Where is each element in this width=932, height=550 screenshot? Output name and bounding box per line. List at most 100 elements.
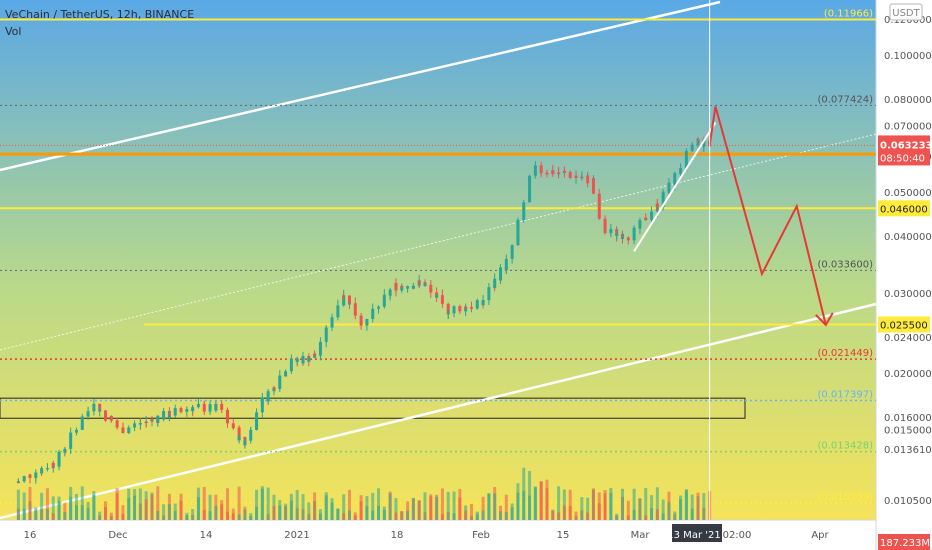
current-price-value: 0.063233 xyxy=(880,140,932,151)
candle-body xyxy=(156,415,160,423)
candle-body xyxy=(632,227,636,233)
candle-body xyxy=(237,437,241,441)
candle-body xyxy=(661,191,665,203)
volume-bar xyxy=(138,488,142,520)
candle-body xyxy=(208,404,212,411)
candle-body xyxy=(475,300,479,304)
volume-bar xyxy=(545,488,549,520)
volume-bar xyxy=(609,492,613,520)
candle-body xyxy=(586,175,590,184)
candle-body xyxy=(487,294,491,301)
volume-bar xyxy=(167,504,171,520)
volume-bar xyxy=(446,491,450,520)
time-tick-3: 2021 xyxy=(284,530,309,541)
candle-body xyxy=(655,203,659,207)
candle-body xyxy=(440,298,444,304)
candle-body xyxy=(382,297,386,307)
volume-bar xyxy=(324,492,328,520)
candle-body xyxy=(336,305,340,310)
volume-bar xyxy=(156,486,160,520)
volume-bar xyxy=(586,512,590,520)
volume-bar xyxy=(162,504,166,520)
candle-body xyxy=(580,176,584,178)
candle-body xyxy=(621,237,624,239)
volume-bar xyxy=(249,515,253,520)
volume-bar xyxy=(481,510,485,520)
candle-body xyxy=(173,409,177,416)
volume-tag xyxy=(878,534,930,550)
volume-bar xyxy=(237,514,241,520)
candle-body xyxy=(382,294,386,298)
candle-body xyxy=(446,313,450,315)
volume-bar xyxy=(615,513,619,520)
volume-bar xyxy=(208,494,212,520)
volume-bar xyxy=(603,490,607,520)
candle-body xyxy=(615,233,619,236)
candle-body xyxy=(650,211,654,218)
volume-bar xyxy=(63,502,67,520)
volume-bar xyxy=(481,496,485,520)
candle-body xyxy=(45,468,49,470)
volume-bar xyxy=(260,488,264,520)
candle-body xyxy=(92,407,96,412)
candle-body xyxy=(289,358,293,366)
volume-bar xyxy=(57,501,61,520)
level-label-9: (0.010359) xyxy=(817,492,873,503)
volume-bar xyxy=(452,491,456,520)
candle-body xyxy=(411,285,415,289)
level-price-tag-3 xyxy=(878,200,930,217)
volume-bar xyxy=(504,511,508,520)
volume-bar xyxy=(179,493,183,520)
price-axis-panel xyxy=(876,0,932,550)
volume-bar xyxy=(487,494,491,520)
candle-body xyxy=(429,287,433,293)
candle-body xyxy=(557,172,561,174)
volume-bar xyxy=(568,506,572,520)
time-cursor-tag xyxy=(672,524,722,542)
volume-bar xyxy=(377,488,381,520)
candle-body xyxy=(394,283,398,291)
price-tick-6: 0.040000 xyxy=(884,232,932,243)
volume-bar xyxy=(557,486,561,520)
volume-bar xyxy=(92,491,96,520)
volume-bar xyxy=(353,512,357,520)
price-tick-5: 0.050000 xyxy=(884,188,932,199)
candle-body xyxy=(371,308,375,318)
volume-bar xyxy=(74,493,78,520)
candle-body xyxy=(568,174,572,178)
candle-body xyxy=(597,202,601,219)
volume-bar xyxy=(406,510,410,520)
candles xyxy=(16,136,712,484)
candle-body xyxy=(249,429,253,431)
candle-body xyxy=(173,407,177,410)
volume-value: 187.233M xyxy=(880,538,930,549)
volume-bar xyxy=(621,488,624,520)
countdown-timer: 08:50:40 xyxy=(880,153,925,164)
volume-bar xyxy=(34,507,38,520)
candle-body xyxy=(226,416,229,424)
volume-bar xyxy=(330,502,334,520)
projection-arrowhead xyxy=(815,312,834,327)
volume-bar xyxy=(632,488,636,520)
candle-body xyxy=(63,448,67,452)
level-label-0: (0.11966) xyxy=(824,8,873,19)
price-tick-11: 0.015000 xyxy=(884,426,932,437)
level-label-3: 0.046000 xyxy=(880,204,928,215)
volume-bar xyxy=(417,500,421,520)
price-tick-10: 0.016000 xyxy=(884,413,932,424)
candle-body xyxy=(522,202,526,212)
candle-body xyxy=(295,359,299,362)
price-tick-3: 0.070000 xyxy=(884,121,932,132)
price-tick-13: 0.010500 xyxy=(884,496,932,507)
candle-body xyxy=(191,407,195,412)
candle-body xyxy=(359,319,363,326)
volume-bar xyxy=(394,512,398,520)
candle-body xyxy=(504,258,508,270)
candle-body xyxy=(80,416,84,425)
candle-body xyxy=(539,165,543,173)
candle-body xyxy=(86,411,90,413)
volume-bar xyxy=(313,492,317,520)
volume-bar xyxy=(40,492,44,520)
candle-body xyxy=(144,421,148,423)
